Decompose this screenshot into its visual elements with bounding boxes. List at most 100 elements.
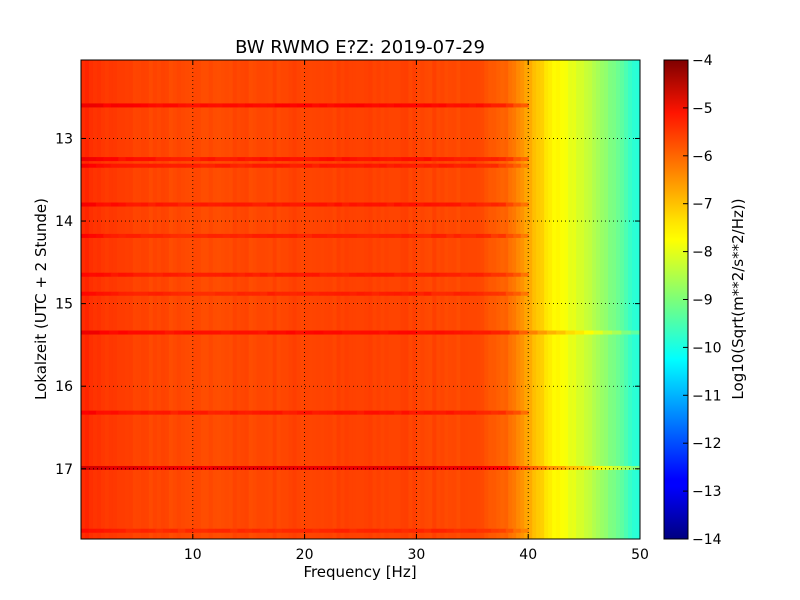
spectrogram-band xyxy=(453,233,462,238)
spectrogram-band xyxy=(438,272,447,277)
spectrogram-band xyxy=(259,528,268,533)
spectrogram-band xyxy=(481,465,492,470)
spectrogram-band xyxy=(326,410,336,415)
spectrogram-band xyxy=(490,103,499,108)
spectrogram-cell xyxy=(428,60,433,539)
spectrogram-band xyxy=(509,465,520,470)
spectrogram-band xyxy=(267,202,276,207)
spectrogram-band xyxy=(453,157,462,162)
spectrogram-band xyxy=(453,103,462,108)
spectrogram-band xyxy=(289,202,298,207)
spectrogram-band xyxy=(476,103,485,108)
spectrogram-band xyxy=(379,272,388,277)
spectrogram-cell xyxy=(260,60,266,539)
spectrogram-band xyxy=(438,410,447,415)
spectrogram-band xyxy=(408,291,417,296)
spectrogram-band xyxy=(334,272,343,277)
spectrogram-band xyxy=(453,202,462,207)
colorbar-tick-label: −5 xyxy=(692,101,713,117)
spectrogram-band xyxy=(312,157,321,162)
spectrogram-band xyxy=(185,157,194,162)
spectrogram-band xyxy=(133,528,142,533)
spectrogram-band xyxy=(162,233,172,238)
spectrogram-band xyxy=(356,233,365,238)
spectrogram-band xyxy=(349,157,358,162)
spectrogram-band xyxy=(505,103,514,108)
spectrogram-cell xyxy=(124,60,130,539)
spectrogram-band xyxy=(401,528,410,533)
spectrogram-band xyxy=(185,291,194,296)
spectrogram-band xyxy=(297,233,306,238)
spectrogram-band xyxy=(313,330,324,335)
spectrogram-band xyxy=(313,465,324,470)
spectrogram-band xyxy=(341,103,350,108)
spectrogram-cell xyxy=(576,60,581,539)
spectrogram-cell xyxy=(516,60,521,539)
spectrogram-band xyxy=(446,528,455,533)
spectrogram-cell xyxy=(460,60,465,539)
spectrogram-band xyxy=(349,272,358,277)
spectrogram-cell xyxy=(320,60,326,539)
spectrogram-band xyxy=(170,163,179,168)
spectrogram-cell xyxy=(288,60,294,539)
colorbar-tick-label: −11 xyxy=(692,388,722,404)
spectrogram-band xyxy=(81,103,90,108)
spectrogram-cell xyxy=(232,60,238,539)
spectrogram-band xyxy=(274,410,283,415)
spectrogram-band xyxy=(237,528,246,533)
spectrogram-band xyxy=(88,528,97,533)
spectrogram-band xyxy=(237,410,246,415)
spectrogram-band xyxy=(148,202,157,207)
spectrogram-band xyxy=(423,157,432,162)
spectrogram-cell xyxy=(348,60,354,539)
spectrogram-band xyxy=(319,272,328,277)
spectrogram-band xyxy=(162,202,172,207)
spectrogram-band xyxy=(244,410,254,415)
spectrogram-band xyxy=(453,272,462,277)
spectrogram-band xyxy=(177,233,186,238)
spectrogram-cell xyxy=(604,60,609,539)
spectrogram-band xyxy=(185,163,194,168)
spectrogram-band xyxy=(386,291,395,296)
spectrogram-cell xyxy=(116,60,122,539)
spectrogram-cell xyxy=(224,60,230,539)
spectrogram-band xyxy=(162,410,172,415)
spectrogram-band xyxy=(95,272,104,277)
spectrogram-band xyxy=(297,528,306,533)
spectrogram-band xyxy=(162,291,172,296)
spectrogram-band xyxy=(472,330,483,335)
spectrogram-cell xyxy=(308,60,314,539)
spectrogram-band xyxy=(371,410,380,415)
spectrogram-band xyxy=(371,233,380,238)
spectrogram-cell xyxy=(324,60,330,539)
spectrogram-band xyxy=(386,233,395,238)
spectrogram-cell xyxy=(616,60,621,539)
spectrogram-band xyxy=(513,157,522,162)
spectrogram-band xyxy=(222,233,231,238)
spectrogram-band xyxy=(323,330,334,335)
spectrogram-band xyxy=(630,465,640,470)
spectrogram-band xyxy=(364,202,373,207)
spectrogram-cell xyxy=(548,60,553,539)
spectrogram-band xyxy=(200,202,209,207)
spectrogram-band xyxy=(118,330,129,335)
spectrogram-cell xyxy=(352,60,358,539)
spectrogram-band xyxy=(110,163,119,168)
spectrogram-band xyxy=(364,410,373,415)
spectrogram-band xyxy=(81,157,90,162)
spectrogram-band xyxy=(155,410,164,415)
spectrogram-band xyxy=(274,291,283,296)
spectrogram-band xyxy=(140,202,149,207)
spectrogram-band xyxy=(140,157,149,162)
spectrogram-cell xyxy=(84,60,90,539)
spectrogram-band xyxy=(386,272,395,277)
spectrogram-band xyxy=(408,163,417,168)
spectrogram-band xyxy=(140,291,149,296)
spectrogram-band xyxy=(230,291,239,296)
spectrogram-cell xyxy=(328,60,334,539)
spectrogram-band xyxy=(110,157,119,162)
spectrogram-band xyxy=(103,157,112,162)
spectrogram-band xyxy=(267,157,276,162)
spectrogram-band xyxy=(140,233,149,238)
spectrogram-band xyxy=(401,272,410,277)
